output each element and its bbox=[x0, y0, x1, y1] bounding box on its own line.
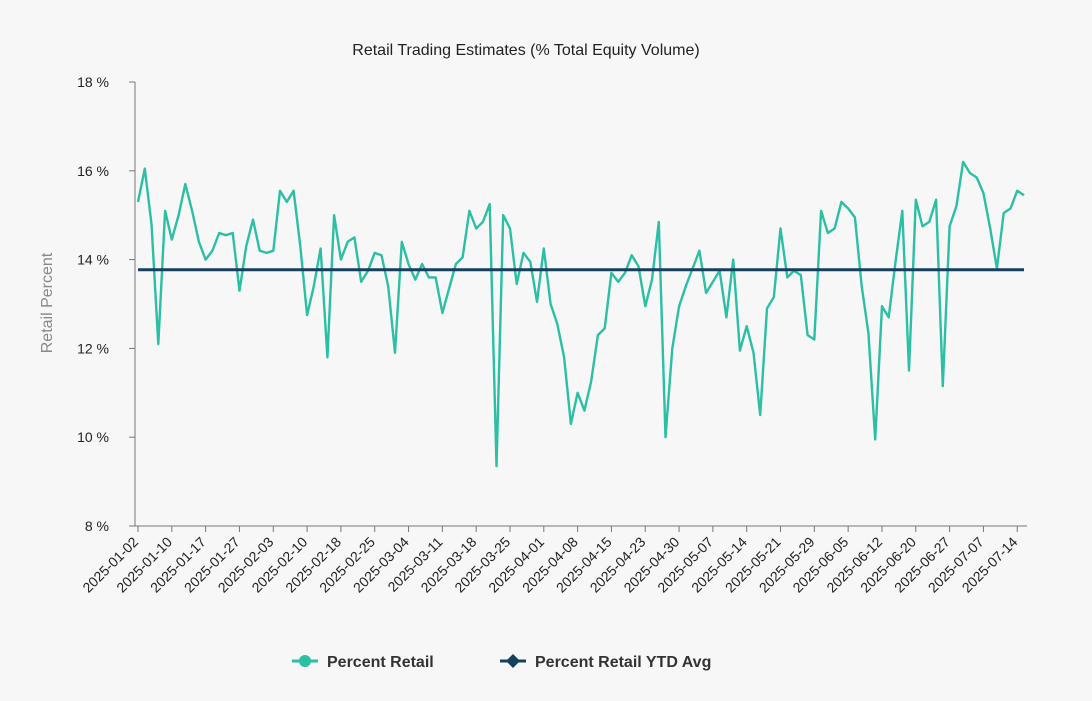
series-percent-retail-line bbox=[136, 160, 1025, 468]
legend-ytd-avg-diamond-icon bbox=[506, 654, 520, 668]
legend-item-percent-retail[interactable]: Percent Retail bbox=[292, 654, 434, 671]
y-tick-label: 8 % bbox=[85, 518, 109, 534]
y-axis-label: Retail Percent bbox=[39, 252, 56, 353]
legend-item-ytd-avg[interactable]: Percent Retail YTD Avg bbox=[500, 654, 711, 671]
legend-label-percent-retail: Percent Retail bbox=[327, 654, 434, 671]
y-tick-label: 12 % bbox=[77, 340, 109, 356]
legend-label-ytd-avg: Percent Retail YTD Avg bbox=[535, 654, 711, 671]
chart-title: Retail Trading Estimates (% Total Equity… bbox=[352, 42, 699, 59]
legend: Percent Retail Percent Retail YTD Avg bbox=[292, 654, 711, 671]
y-tick-label: 14 % bbox=[77, 252, 109, 268]
y-tick-label: 18 % bbox=[77, 74, 109, 90]
y-tick-label: 10 % bbox=[77, 429, 109, 445]
y-tick-label: 16 % bbox=[77, 163, 109, 179]
legend-percent-retail-circle-icon bbox=[299, 655, 311, 667]
y-ticks: 8 % 10 % 12 % 14 % 16 % 18 % bbox=[77, 74, 135, 534]
series-layer bbox=[136, 160, 1025, 468]
x-ticks: 2025-01-022025-01-102025-01-172025-01-27… bbox=[79, 526, 1021, 596]
